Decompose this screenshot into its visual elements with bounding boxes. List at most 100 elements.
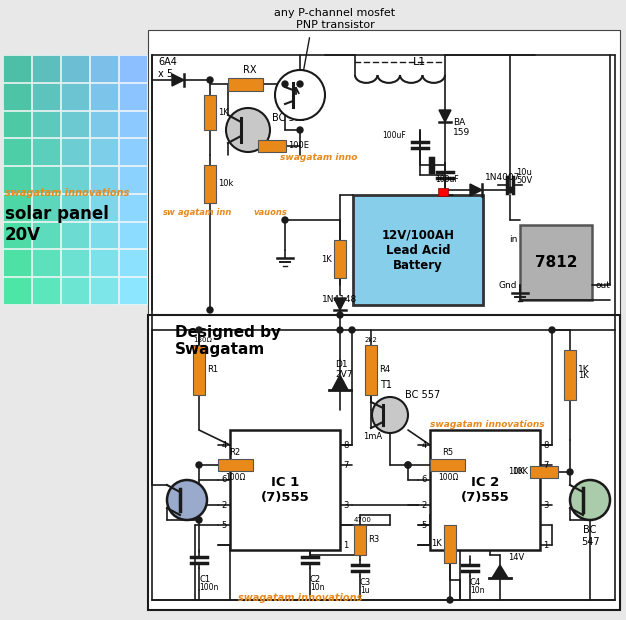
Text: 10k: 10k bbox=[218, 180, 233, 188]
Text: BC
547: BC 547 bbox=[581, 525, 599, 547]
Polygon shape bbox=[439, 110, 451, 122]
Bar bbox=[32, 83, 60, 110]
Bar bbox=[530, 466, 558, 478]
Bar bbox=[119, 222, 147, 249]
Bar bbox=[3, 194, 31, 221]
Text: 1K: 1K bbox=[218, 108, 228, 117]
Text: R4: R4 bbox=[379, 366, 390, 374]
Text: Gnd: Gnd bbox=[498, 280, 517, 290]
Bar bbox=[148, 30, 620, 608]
Polygon shape bbox=[332, 375, 348, 390]
Bar bbox=[32, 249, 60, 277]
Text: agatam inn: agatam inn bbox=[178, 208, 232, 217]
Bar bbox=[90, 83, 118, 110]
Bar bbox=[3, 138, 31, 165]
Text: R2: R2 bbox=[230, 448, 240, 457]
Text: 8: 8 bbox=[343, 440, 349, 450]
Text: 1u: 1u bbox=[360, 586, 369, 595]
Bar bbox=[61, 83, 89, 110]
Circle shape bbox=[275, 70, 325, 120]
Bar bbox=[354, 525, 366, 555]
Text: 5: 5 bbox=[222, 521, 227, 529]
Bar bbox=[32, 194, 60, 221]
Circle shape bbox=[297, 127, 303, 133]
Text: PNP transistor: PNP transistor bbox=[295, 20, 374, 30]
Bar bbox=[119, 83, 147, 110]
Circle shape bbox=[507, 187, 513, 193]
Circle shape bbox=[337, 312, 343, 318]
Text: 1K: 1K bbox=[321, 254, 332, 264]
Bar bbox=[230, 430, 340, 550]
Text: 6A4
x 5: 6A4 x 5 bbox=[158, 57, 177, 79]
Circle shape bbox=[196, 462, 202, 468]
Text: C3: C3 bbox=[360, 578, 371, 587]
Bar bbox=[228, 78, 263, 91]
Bar bbox=[90, 138, 118, 165]
Text: swagatam innovations: swagatam innovations bbox=[430, 420, 545, 429]
Bar bbox=[90, 110, 118, 138]
Text: 7: 7 bbox=[543, 461, 548, 469]
Text: T1: T1 bbox=[380, 380, 392, 390]
Bar bbox=[90, 249, 118, 277]
Text: 1K: 1K bbox=[578, 371, 588, 379]
Text: 5: 5 bbox=[422, 521, 427, 529]
Circle shape bbox=[196, 327, 202, 333]
Bar bbox=[32, 222, 60, 249]
Bar bbox=[61, 55, 89, 82]
Bar bbox=[61, 194, 89, 221]
Bar bbox=[90, 222, 118, 249]
Bar bbox=[32, 110, 60, 138]
Bar bbox=[353, 195, 483, 305]
Circle shape bbox=[297, 81, 303, 87]
Circle shape bbox=[372, 397, 408, 433]
Bar bbox=[61, 166, 89, 193]
Text: 1K: 1K bbox=[431, 539, 442, 549]
Text: 4: 4 bbox=[422, 440, 427, 450]
Text: 2: 2 bbox=[422, 500, 427, 510]
Text: 10u: 10u bbox=[516, 168, 532, 177]
Text: 12V/100AH
Lead Acid
Battery: 12V/100AH Lead Acid Battery bbox=[381, 229, 454, 272]
Text: 1: 1 bbox=[343, 541, 348, 549]
Text: 100uF: 100uF bbox=[435, 175, 459, 184]
Text: 180Ω: 180Ω bbox=[193, 337, 212, 343]
Bar bbox=[438, 188, 448, 196]
Bar bbox=[119, 249, 147, 277]
Circle shape bbox=[196, 517, 202, 523]
Polygon shape bbox=[172, 74, 184, 86]
Text: RX: RX bbox=[244, 65, 257, 75]
Text: 6: 6 bbox=[422, 476, 427, 484]
Text: swagatam innovations: swagatam innovations bbox=[5, 188, 130, 198]
Bar bbox=[61, 110, 89, 138]
Text: 4700: 4700 bbox=[354, 517, 372, 523]
Bar bbox=[90, 166, 118, 193]
Bar bbox=[3, 277, 31, 304]
Text: sw: sw bbox=[163, 208, 176, 217]
Bar bbox=[119, 277, 147, 304]
Text: BC 557: BC 557 bbox=[405, 390, 440, 400]
Text: 1N4007: 1N4007 bbox=[485, 174, 520, 182]
Text: 14V: 14V bbox=[508, 553, 524, 562]
Text: L1: L1 bbox=[413, 57, 427, 67]
Bar bbox=[32, 166, 60, 193]
Text: 100Ω: 100Ω bbox=[225, 473, 245, 482]
Text: 100E: 100E bbox=[288, 141, 309, 151]
Text: 10n: 10n bbox=[310, 583, 324, 592]
Bar bbox=[90, 194, 118, 221]
Text: C1: C1 bbox=[199, 575, 210, 584]
Bar bbox=[3, 249, 31, 277]
Text: BA
159: BA 159 bbox=[453, 118, 470, 138]
Circle shape bbox=[570, 480, 610, 520]
Text: solar panel
20V: solar panel 20V bbox=[5, 205, 109, 244]
Text: in: in bbox=[508, 236, 517, 244]
Text: 100n: 100n bbox=[199, 583, 218, 592]
Polygon shape bbox=[334, 298, 346, 310]
Bar bbox=[32, 55, 60, 82]
Text: D1
2V7: D1 2V7 bbox=[335, 360, 352, 379]
Circle shape bbox=[282, 217, 288, 223]
Bar bbox=[61, 222, 89, 249]
Text: 10K: 10K bbox=[512, 467, 528, 477]
Bar bbox=[3, 166, 31, 193]
Bar bbox=[3, 222, 31, 249]
Bar bbox=[119, 194, 147, 221]
Bar bbox=[444, 525, 456, 563]
